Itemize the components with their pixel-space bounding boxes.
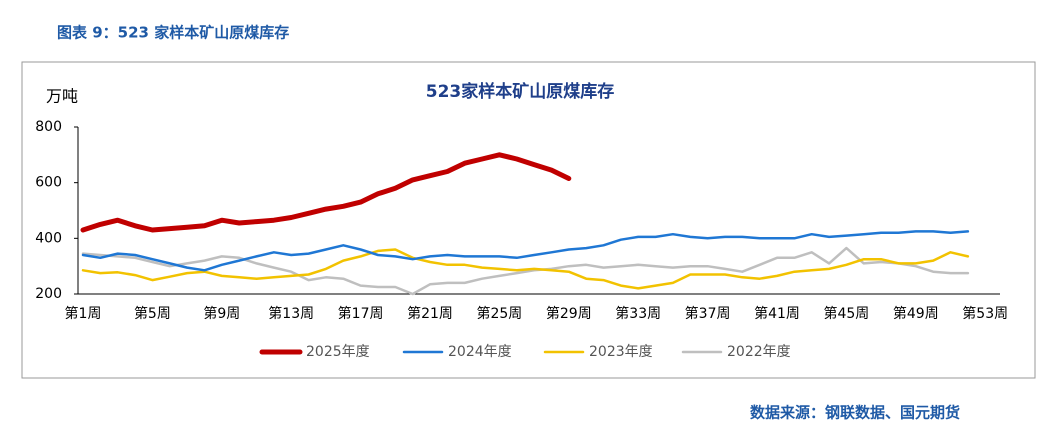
chart-frame (21, 61, 1036, 379)
y-tick-label: 200 (35, 286, 62, 302)
series-line (81, 248, 970, 290)
x-tick-label: 第49周 (893, 305, 939, 322)
x-tick-label: 第29周 (546, 305, 592, 322)
y-tick-label: 400 (35, 230, 62, 246)
x-tick-label: 第21周 (407, 305, 453, 322)
legend-label: 2024年度 (448, 344, 512, 360)
legend-label: 2022年度 (727, 344, 791, 360)
x-tick-label: 第13周 (268, 305, 314, 322)
y-tick-label: 600 (35, 175, 62, 191)
x-tick-label: 第17周 (338, 305, 384, 322)
source: 数据来源：钢联数据、国元期货 (750, 404, 960, 422)
series-line (80, 152, 572, 233)
x-tick-label: 第5周 (134, 305, 171, 322)
x-tick-label: 第53周 (962, 305, 1008, 322)
legend-label: 2025年度 (306, 344, 370, 360)
x-tick-label: 第1周 (65, 305, 102, 322)
chart-title: 523家样本矿山原煤库存 (426, 81, 615, 102)
series-line (81, 230, 970, 272)
x-tick-label: 第45周 (823, 305, 869, 322)
y-tick-label: 800 (35, 119, 62, 135)
legend-label: 2023年度 (589, 344, 653, 360)
x-tick-label: 第9周 (203, 305, 240, 322)
header: 图表 9：523 家样本矿山原煤库存 (57, 24, 289, 42)
x-tick-label: 第41周 (754, 305, 800, 322)
x-tick-label: 第25周 (476, 305, 522, 322)
y-axis-label: 万吨 (46, 87, 78, 106)
x-tick-label: 第37周 (685, 305, 731, 322)
series-line (81, 246, 970, 296)
x-tick-label: 第33周 (615, 305, 661, 322)
